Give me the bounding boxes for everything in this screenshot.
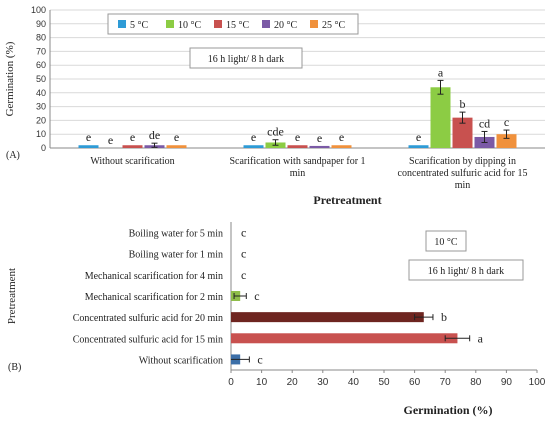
x-tick-label: 30 (317, 377, 329, 388)
legend-label: 10 °C (178, 20, 201, 31)
significance-label: c (241, 226, 246, 240)
bar (243, 145, 264, 148)
x-tick-label: 50 (378, 377, 390, 388)
annotation-box (425, 230, 467, 252)
legend-label: 20 °C (274, 20, 297, 31)
significance-label: e (295, 130, 300, 144)
bar (331, 145, 352, 148)
legend-swatch (310, 20, 318, 28)
bar (309, 145, 330, 148)
y-tick-label: 10 (36, 129, 46, 139)
significance-label: c (241, 247, 246, 261)
x-tick-label: 70 (440, 377, 452, 388)
significance-label: cd (479, 116, 490, 130)
annotation-text: 16 h light/ 8 h dark (208, 54, 284, 65)
significance-label: cde (267, 125, 284, 139)
x-tick-label: Scarification with sandpaper for 1 min (229, 156, 365, 179)
bar (231, 333, 458, 344)
significance-label: e (416, 130, 421, 144)
significance-label: b (460, 97, 466, 111)
y-tick-label: Concentrated sulfuric acid for 20 min (73, 313, 223, 324)
legend-box (107, 13, 359, 35)
x-tick-label: 40 (348, 377, 360, 388)
annotation-text: 10 °C (434, 237, 457, 248)
bar (287, 145, 308, 148)
significance-label: e (86, 130, 91, 144)
significance-label: c (504, 115, 509, 129)
y-tick-label: 100 (31, 5, 46, 15)
y-tick-label: 50 (36, 74, 46, 84)
annotation-box (189, 47, 303, 69)
y-axis-title: Pretreatment (6, 268, 18, 324)
x-tick-label: 100 (529, 377, 546, 388)
y-tick-label: 20 (36, 115, 46, 125)
y-tick-label: Mechanical scarification for 2 min (85, 292, 223, 303)
y-tick-label: Concentrated sulfuric acid for 15 min (73, 334, 223, 345)
bar (452, 117, 473, 148)
panel-label: (A) (6, 150, 20, 161)
significance-label: de (149, 128, 160, 142)
bar (496, 134, 517, 148)
significance-label: e (317, 131, 322, 145)
bar (78, 145, 99, 148)
y-tick-label: Mechanical scarification for 4 min (85, 271, 223, 282)
chart-a: 0 10 20 30 40 50 60 70 80 90 100 Germination (%) e e e… (4, 5, 545, 207)
legend-swatch (166, 20, 174, 28)
significance-label: e (251, 130, 256, 144)
bar (231, 312, 424, 323)
legend-swatch (118, 20, 126, 28)
x-axis-title: Germination (%) (404, 403, 493, 417)
legend-label: 15 °C (226, 20, 249, 31)
y-tick-label: 30 (36, 102, 46, 112)
legend-label: 25 °C (322, 20, 345, 31)
x-tick-label: 20 (287, 377, 299, 388)
bar (166, 145, 187, 148)
panel-label: (B) (8, 362, 21, 373)
significance-label: b (441, 310, 447, 324)
x-tick-label: 90 (501, 377, 513, 388)
x-tick-label: 10 (256, 377, 268, 388)
significance-label: c (257, 352, 262, 366)
significance-label: e (339, 130, 344, 144)
x-tick-label: 0 (228, 377, 234, 388)
legend-swatch (262, 20, 270, 28)
y-tick-label: 70 (36, 46, 46, 56)
significance-label: c (241, 268, 246, 282)
chart-b: 0 10 20 30 40 50 60 70 80 90 100 Boiling water for … (6, 222, 546, 417)
bar (430, 87, 451, 148)
x-tick-label: 80 (470, 377, 482, 388)
y-axis-title: Germination (%) (4, 41, 16, 116)
significance-label: a (478, 331, 484, 345)
y-tick-label: Without scarification (139, 355, 223, 366)
significance-label: e (174, 130, 179, 144)
significance-label: e (130, 130, 135, 144)
y-tick-label: 60 (36, 60, 46, 70)
y-tick-label: Boiling water for 5 min (129, 229, 223, 240)
x-tick-label: 60 (409, 377, 421, 388)
x-axis-title: Pretreatment (313, 193, 381, 207)
x-tick-label: Scarification by dipping in concentrated … (398, 156, 528, 191)
significance-label: a (438, 65, 444, 79)
legend-swatch (214, 20, 222, 28)
bar (408, 145, 429, 148)
y-tick-label: 40 (36, 88, 46, 98)
significance-label: c (254, 289, 259, 303)
bar (122, 145, 143, 148)
annotation-box (408, 259, 524, 281)
annotation-text: 16 h light/ 8 h dark (428, 266, 504, 277)
x-tick-label: Without scarification (90, 156, 174, 167)
y-tick-label: 90 (36, 19, 46, 29)
significance-label: e (108, 133, 113, 147)
y-tick-label: 80 (36, 33, 46, 43)
legend-label: 5 °C (130, 20, 148, 31)
y-tick-label: 0 (41, 143, 46, 153)
y-tick-label: Boiling water for 1 min (129, 250, 223, 261)
